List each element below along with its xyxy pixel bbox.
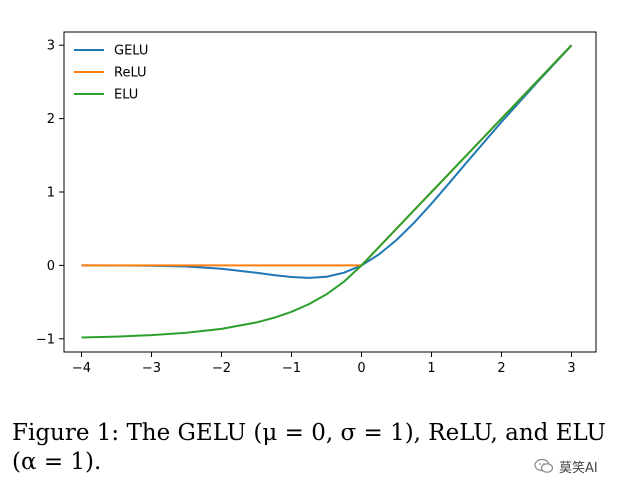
y-tick-label: 2: [47, 112, 55, 127]
legend-label-relu: ReLU: [114, 66, 147, 81]
x-tick-label: 3: [567, 361, 575, 376]
watermark-text: 莫笑AI: [559, 460, 598, 476]
x-tick-label: 0: [357, 361, 365, 376]
axes-layer: −4 −3 −2 −1 0 1 2 3 −1 0 1 2 3: [36, 39, 576, 376]
y-tick-label: 3: [47, 39, 55, 54]
plot-frame: [63, 31, 597, 353]
x-tick-label: −2: [212, 361, 231, 376]
legend: GELU ReLU ELU: [74, 44, 148, 103]
caption-line-2: (α = 1).: [12, 449, 102, 475]
x-tick-label: 2: [497, 361, 505, 376]
legend-label-gelu: GELU: [114, 44, 148, 59]
x-tick-label: −3: [142, 361, 161, 376]
watermark: 莫笑AI: [534, 455, 634, 477]
chart: −4 −3 −2 −1 0 1 2 3 −1 0 1 2 3 GELU ReLU ELU: [36, 31, 597, 376]
caption-line-1: Figure 1: The GELU (μ = 0, σ = 1), ReLU,…: [12, 420, 606, 446]
y-tick-label: 1: [47, 186, 55, 201]
wechat-icon: [534, 458, 554, 473]
x-tick-label: −4: [72, 361, 91, 376]
series-line-elu: [81, 44, 573, 339]
y-tick-label: −1: [36, 332, 55, 347]
legend-label-elu: ELU: [114, 88, 138, 103]
figure-caption: Figure 1: The GELU (μ = 0, σ = 1), ReLU,…: [12, 419, 632, 477]
series-line-gelu: [81, 44, 573, 279]
x-tick-label: 1: [427, 361, 435, 376]
series-layer: [81, 44, 573, 339]
x-tick-label: −1: [282, 361, 301, 376]
y-tick-label: 0: [47, 259, 55, 274]
plot-area: [64, 32, 596, 352]
